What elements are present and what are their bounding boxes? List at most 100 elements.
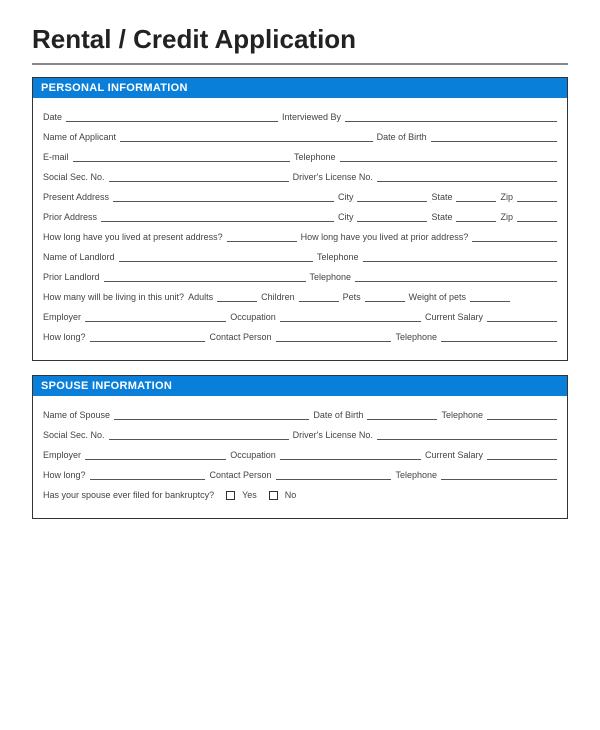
label-salary: Current Salary	[425, 312, 483, 322]
input-dl[interactable]	[377, 172, 557, 182]
label-adults: Adults	[188, 292, 213, 302]
input-spouse-salary[interactable]	[487, 450, 557, 460]
input-telephone[interactable]	[340, 152, 557, 162]
label-prior-landlord-phone: Telephone	[310, 272, 352, 282]
label-spouse-ssn: Social Sec. No.	[43, 430, 105, 440]
label-telephone: Telephone	[294, 152, 336, 162]
input-prior-address[interactable]	[101, 212, 334, 222]
label-date: Date	[43, 112, 62, 122]
label-spouse-dl: Driver's License No.	[293, 430, 373, 440]
label-weight-pets: Weight of pets	[409, 292, 466, 302]
label-interviewed-by: Interviewed By	[282, 112, 341, 122]
input-prior-landlord-phone[interactable]	[355, 272, 557, 282]
label-occupants: How many will be living in this unit?	[43, 292, 184, 302]
spouse-body: Name of Spouse Date of Birth Telephone S…	[33, 396, 567, 518]
personal-header: PERSONAL INFORMATION	[33, 78, 567, 98]
input-ssn[interactable]	[109, 172, 289, 182]
input-salary[interactable]	[487, 312, 557, 322]
input-weight-pets[interactable]	[470, 292, 510, 302]
input-spouse-dob[interactable]	[367, 410, 437, 420]
input-city1[interactable]	[357, 192, 427, 202]
row-email: E-mail Telephone	[43, 152, 557, 162]
label-city1: City	[338, 192, 354, 202]
checkbox-yes[interactable]	[226, 491, 235, 500]
row-applicant: Name of Applicant Date of Birth	[43, 132, 557, 142]
input-email[interactable]	[73, 152, 290, 162]
label-bankruptcy: Has your spouse ever filed for bankruptc…	[43, 490, 214, 500]
label-spouse-salary: Current Salary	[425, 450, 483, 460]
input-how-long-present[interactable]	[227, 232, 297, 242]
row-spouse-name: Name of Spouse Date of Birth Telephone	[43, 410, 557, 420]
label-spouse-employer: Employer	[43, 450, 81, 460]
title-rule	[32, 63, 568, 65]
row-how-long: How long have you lived at present addre…	[43, 232, 557, 242]
input-spouse-contact-phone[interactable]	[441, 470, 557, 480]
input-spouse-employer[interactable]	[85, 450, 226, 460]
input-zip1[interactable]	[517, 192, 557, 202]
label-children: Children	[261, 292, 295, 302]
label-spouse-how-long: How long?	[43, 470, 86, 480]
input-applicant[interactable]	[120, 132, 373, 142]
input-zip2[interactable]	[517, 212, 557, 222]
label-contact-person: Contact Person	[209, 332, 271, 342]
input-emp-how-long[interactable]	[90, 332, 206, 342]
label-zip2: Zip	[500, 212, 513, 222]
input-prior-landlord[interactable]	[104, 272, 306, 282]
input-landlord[interactable]	[119, 252, 313, 262]
label-spouse-occupation: Occupation	[230, 450, 276, 460]
label-landlord: Name of Landlord	[43, 252, 115, 262]
spouse-section: SPOUSE INFORMATION Name of Spouse Date o…	[32, 375, 568, 519]
label-present-address: Present Address	[43, 192, 109, 202]
input-spouse-dl[interactable]	[377, 430, 557, 440]
row-bankruptcy: Has your spouse ever filed for bankruptc…	[43, 490, 557, 500]
row-employer: Employer Occupation Current Salary	[43, 312, 557, 322]
personal-body: Date Interviewed By Name of Applicant Da…	[33, 98, 567, 360]
row-employer-contact: How long? Contact Person Telephone	[43, 332, 557, 342]
input-present-address[interactable]	[113, 192, 334, 202]
input-contact-person[interactable]	[276, 332, 392, 342]
spouse-header: SPOUSE INFORMATION	[33, 376, 567, 396]
page-title: Rental / Credit Application	[32, 24, 568, 55]
label-occupation: Occupation	[230, 312, 276, 322]
label-employer: Employer	[43, 312, 81, 322]
input-spouse-how-long[interactable]	[90, 470, 206, 480]
input-state2[interactable]	[456, 212, 496, 222]
row-spouse-contact: How long? Contact Person Telephone	[43, 470, 557, 480]
label-zip1: Zip	[500, 192, 513, 202]
label-applicant: Name of Applicant	[43, 132, 116, 142]
label-ssn: Social Sec. No.	[43, 172, 105, 182]
label-contact-phone: Telephone	[395, 332, 437, 342]
label-email: E-mail	[43, 152, 69, 162]
input-landlord-phone[interactable]	[363, 252, 557, 262]
input-date[interactable]	[66, 112, 278, 122]
label-pets: Pets	[343, 292, 361, 302]
label-emp-how-long: How long?	[43, 332, 86, 342]
input-spouse-name[interactable]	[114, 410, 309, 420]
label-city2: City	[338, 212, 354, 222]
input-contact-phone[interactable]	[441, 332, 557, 342]
input-pets[interactable]	[365, 292, 405, 302]
input-interviewed-by[interactable]	[345, 112, 557, 122]
label-prior-address: Prior Address	[43, 212, 97, 222]
label-state2: State	[431, 212, 452, 222]
input-children[interactable]	[299, 292, 339, 302]
input-dob[interactable]	[431, 132, 557, 142]
input-city2[interactable]	[357, 212, 427, 222]
input-spouse-contact[interactable]	[276, 470, 392, 480]
input-spouse-occupation[interactable]	[280, 450, 421, 460]
label-spouse-contact: Contact Person	[209, 470, 271, 480]
checkbox-no[interactable]	[269, 491, 278, 500]
label-spouse-dob: Date of Birth	[313, 410, 363, 420]
input-state1[interactable]	[456, 192, 496, 202]
input-how-long-prior[interactable]	[472, 232, 557, 242]
input-occupation[interactable]	[280, 312, 421, 322]
row-date: Date Interviewed By	[43, 112, 557, 122]
input-spouse-phone[interactable]	[487, 410, 557, 420]
label-spouse-name: Name of Spouse	[43, 410, 110, 420]
input-adults[interactable]	[217, 292, 257, 302]
input-spouse-ssn[interactable]	[109, 430, 289, 440]
label-spouse-phone: Telephone	[441, 410, 483, 420]
input-employer[interactable]	[85, 312, 226, 322]
label-how-long-present: How long have you lived at present addre…	[43, 232, 223, 242]
label-how-long-prior: How long have you lived at prior address…	[301, 232, 469, 242]
